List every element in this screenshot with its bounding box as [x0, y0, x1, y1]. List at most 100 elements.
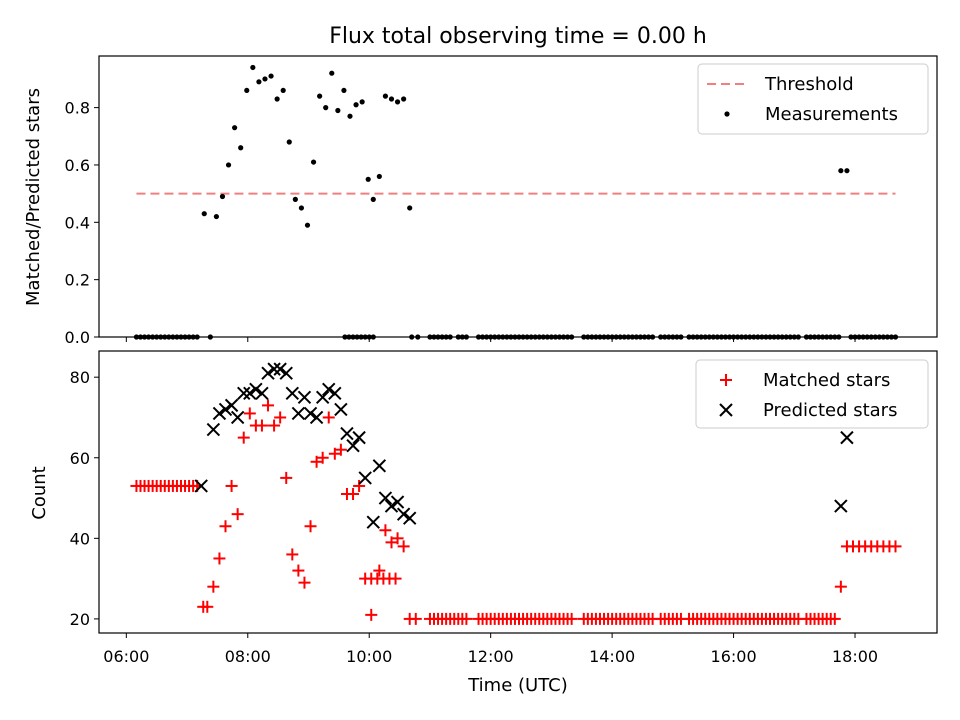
measurement-point — [323, 105, 329, 111]
predicted-star-point — [309, 410, 324, 425]
matched-star-point — [373, 564, 386, 577]
top-legend: Threshold Measurements — [697, 63, 929, 135]
matched-star-point — [834, 580, 847, 593]
legend-predicted-swatch — [719, 403, 733, 417]
matched-star-point — [201, 600, 214, 613]
measurement-point — [274, 96, 280, 102]
matched-star-point — [889, 540, 902, 553]
measurement-point — [219, 193, 226, 200]
predicted-star-point — [366, 515, 380, 529]
predicted-star-point — [834, 499, 848, 513]
legend-measurements-label: Measurements — [765, 104, 898, 125]
legend-matched-label: Matched stars — [763, 370, 890, 391]
matched-star-point — [255, 419, 268, 432]
predicted-star-point — [315, 390, 330, 405]
legend-frame — [695, 359, 929, 429]
measurement-point — [262, 76, 268, 82]
x-tick-label: 10:00 — [346, 647, 392, 666]
matched-star-point — [304, 520, 317, 533]
x-tick-label: 16:00 — [711, 647, 757, 666]
predicted-star-point — [390, 495, 405, 509]
measurement-point — [365, 176, 371, 182]
measurement-point — [280, 87, 286, 94]
matched-star-point — [243, 407, 256, 420]
matched-star-point — [286, 548, 299, 561]
top-x-axis — [125, 337, 856, 342]
predicted-star-point — [224, 398, 239, 413]
predicted-star-point — [273, 362, 287, 376]
bottom-x-axis: 06:00 08:00 10:00 12:00 14:00 16:00 18:00 — [103, 633, 878, 666]
predicted-star-point — [346, 438, 360, 453]
y-tick-label: 0.4 — [65, 213, 90, 232]
matched-star-point — [347, 488, 360, 501]
measurement-point — [201, 211, 207, 217]
predicted-star-point — [384, 499, 399, 513]
predicted-star-point — [328, 386, 342, 401]
predicted-star-point — [230, 410, 245, 425]
matched-star-point — [231, 508, 244, 521]
matched-star-point — [365, 608, 378, 621]
legend-matched-swatch — [720, 374, 732, 386]
measurement-point — [225, 162, 232, 168]
matched-star-point — [219, 520, 232, 533]
predicted-star-point — [334, 402, 348, 417]
matched-star-point — [328, 447, 341, 460]
predicted-star-point — [340, 426, 354, 441]
matched-star-point — [262, 399, 275, 412]
measurement-point — [407, 205, 413, 211]
y-tick-label: 60 — [70, 449, 90, 468]
measurement-point — [244, 87, 250, 94]
predicted-star-point — [218, 402, 233, 417]
matched-star-point — [385, 536, 398, 549]
predicted-star-point — [285, 386, 300, 401]
predicted-star-point — [396, 507, 411, 521]
y-tick-label: 0.0 — [65, 328, 90, 347]
predicted-star-point — [322, 382, 336, 396]
x-tick-label: 12:00 — [468, 647, 514, 666]
y-tick-label: 0.8 — [65, 99, 90, 118]
measurement-point — [250, 64, 256, 71]
bottom-y-axis: 20 40 60 80 — [70, 368, 99, 629]
measurement-point — [388, 96, 395, 102]
predicted-star-point — [403, 511, 417, 525]
y-tick-label: 0.2 — [65, 271, 90, 290]
y-tick-label: 0.6 — [65, 156, 90, 175]
measurement-point — [335, 107, 341, 114]
matched-star-point — [379, 524, 392, 537]
measurement-point — [238, 145, 244, 151]
measurement-point — [286, 139, 292, 145]
matched-star-point — [389, 572, 402, 585]
measurement-point — [394, 99, 401, 105]
chart-title: Flux total observing time = 0.00 h — [329, 24, 707, 49]
predicted-star-point — [194, 479, 208, 493]
measurement-point — [376, 173, 382, 180]
x-tick-label: 14:00 — [589, 647, 635, 666]
measurement-point — [213, 213, 220, 220]
top-panel: 0.00.20.40.60.8 Matched/Predicted stars … — [23, 55, 938, 347]
matched-star-point — [565, 612, 578, 625]
measurement-point — [292, 196, 298, 202]
bottom-panel: 20 40 60 80 06:00 08:00 10:00 12:00 14:00 16:00 1… — [29, 350, 938, 696]
measurement-point — [310, 159, 317, 165]
predicted-star-point — [267, 362, 281, 376]
bottom-legend: Matched stars Predicted stars — [695, 359, 929, 429]
legend-measurements-swatch — [724, 111, 730, 117]
matched-star-point — [298, 576, 311, 589]
predicted-star-point — [206, 422, 221, 437]
predicted-star-point — [279, 366, 293, 380]
measurement-point — [844, 168, 850, 174]
x-tick-label: 06:00 — [103, 647, 149, 666]
predicted-star-point — [358, 471, 372, 485]
measurement-point — [317, 93, 323, 99]
predicted-star-point — [212, 406, 227, 421]
matched-star-point — [207, 580, 220, 593]
matched-star-point — [391, 532, 404, 545]
matched-star-point — [397, 540, 410, 553]
matched-star-point — [310, 455, 323, 468]
legend-frame — [697, 63, 929, 135]
measurement-point — [370, 196, 376, 202]
predicted-star-point — [249, 382, 263, 396]
measurement-point — [304, 222, 311, 228]
predicted-star-point — [297, 390, 312, 405]
